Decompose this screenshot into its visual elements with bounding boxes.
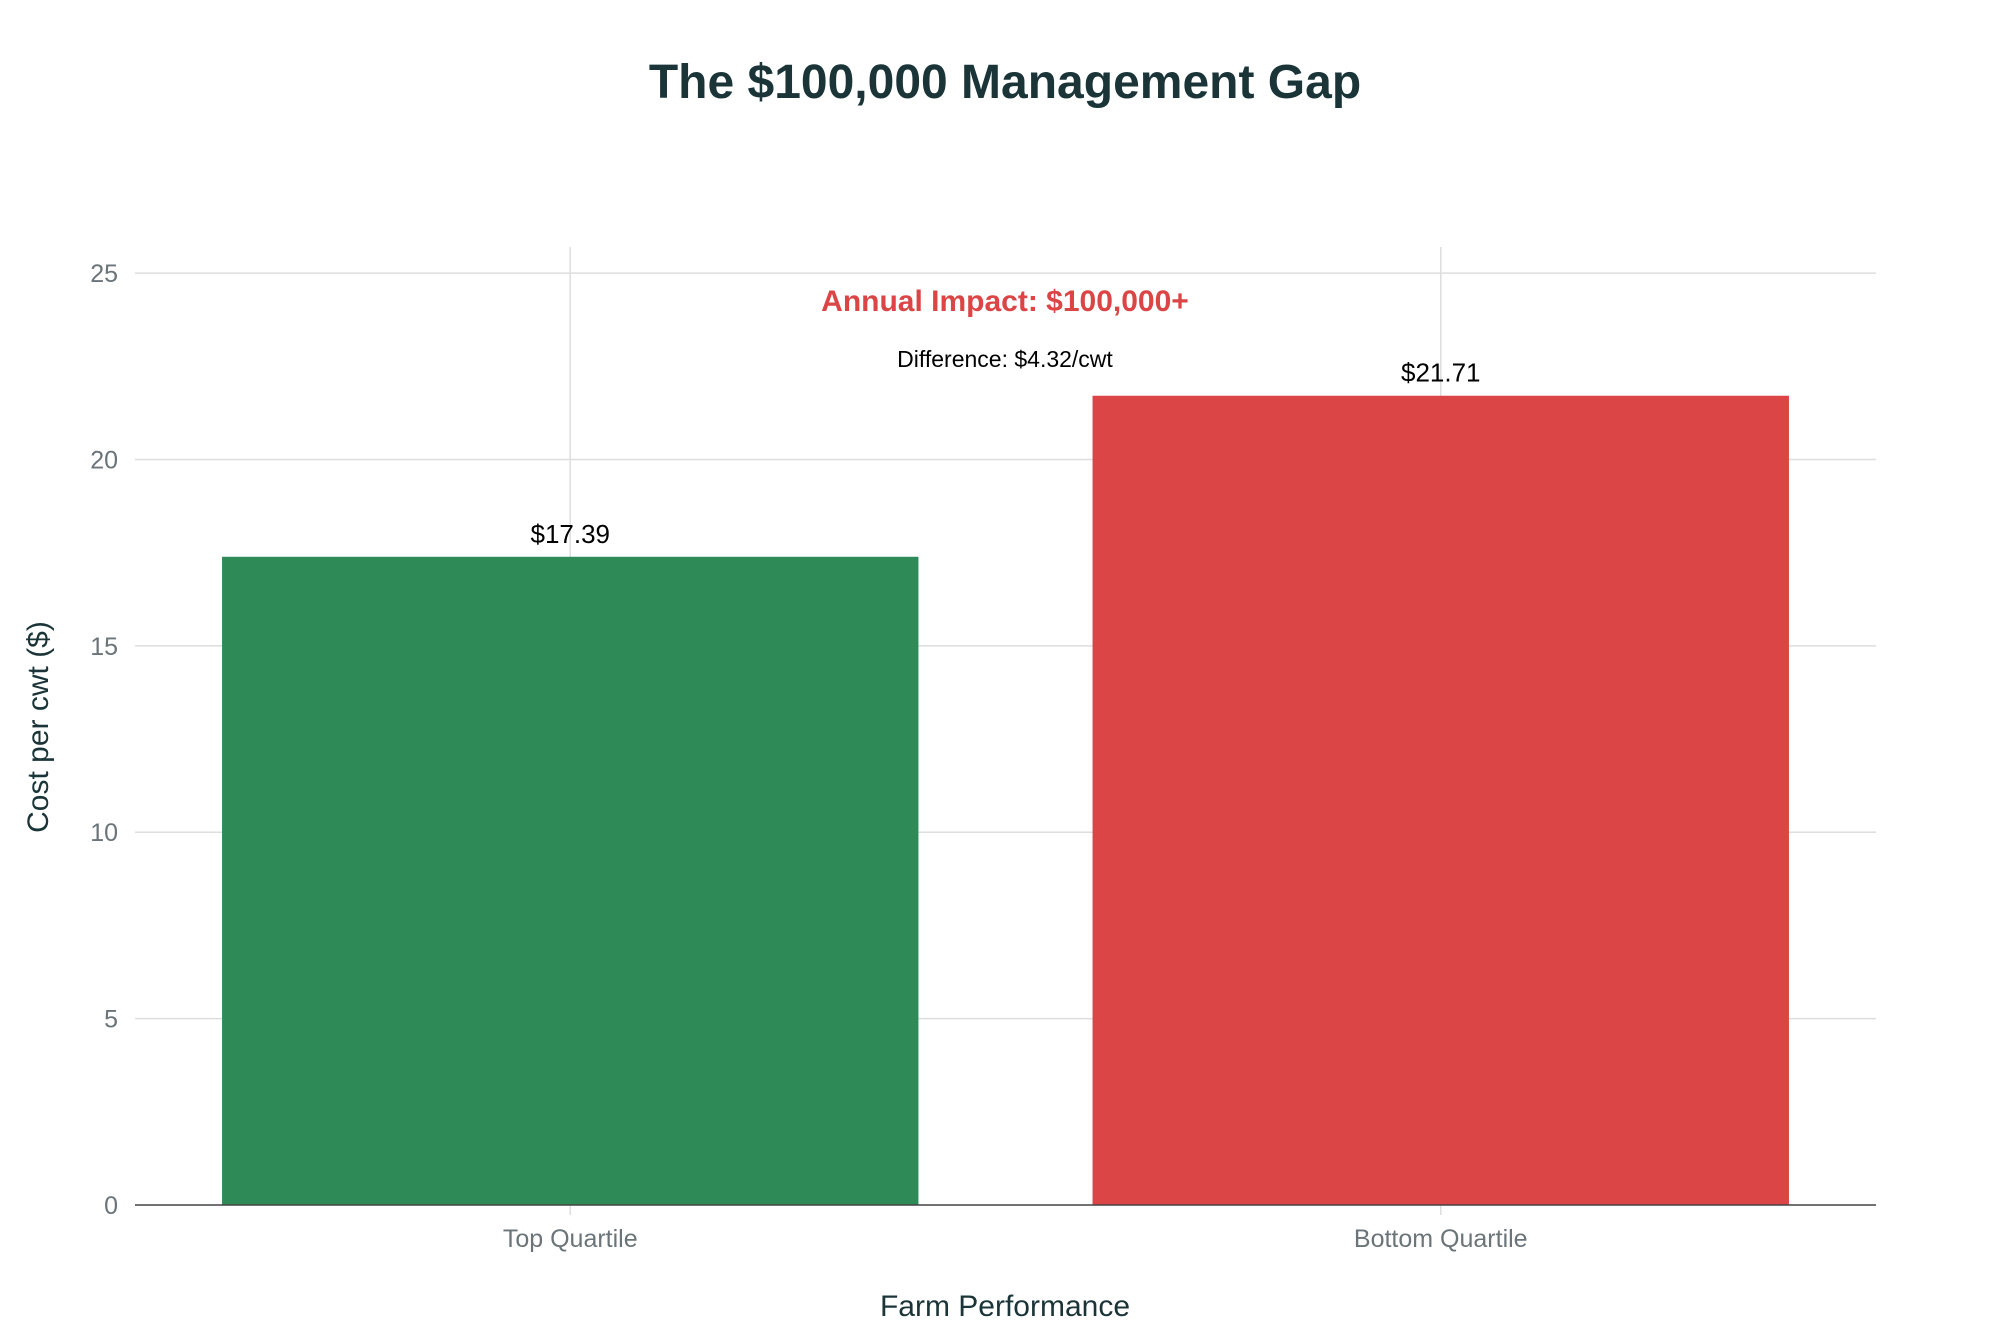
bar-bottom-quartile bbox=[1092, 395, 1789, 1205]
y-axis-label: Cost per cwt ($) bbox=[22, 621, 55, 833]
data-label: $17.39 bbox=[530, 519, 610, 549]
annotation-difference: Difference: $4.32/cwt bbox=[897, 346, 1113, 372]
x-axis-label: Farm Performance bbox=[880, 1290, 1130, 1323]
data-label: $21.71 bbox=[1401, 358, 1481, 388]
x-ticks: Top Quartile Bottom Quartile bbox=[503, 1225, 1528, 1253]
y-tick-label: 15 bbox=[90, 633, 118, 661]
y-ticks: 0 5 10 15 20 25 bbox=[90, 260, 118, 1220]
x-tick-label: Bottom Quartile bbox=[1354, 1225, 1528, 1253]
y-tick-label: 5 bbox=[104, 1006, 118, 1034]
y-tick-label: 10 bbox=[90, 819, 118, 847]
data-labels: $17.39 $21.71 bbox=[530, 358, 1480, 549]
y-tick-label: 0 bbox=[104, 1192, 118, 1220]
annotation-impact: Annual Impact: $100,000+ bbox=[821, 285, 1189, 318]
x-tick-label: Top Quartile bbox=[503, 1225, 638, 1253]
bar-top-quartile bbox=[222, 556, 919, 1205]
y-tick-label: 25 bbox=[90, 260, 118, 288]
chart-title: The $100,000 Management Gap bbox=[649, 56, 1361, 109]
y-tick-label: 20 bbox=[90, 446, 118, 474]
bars bbox=[222, 395, 1789, 1205]
